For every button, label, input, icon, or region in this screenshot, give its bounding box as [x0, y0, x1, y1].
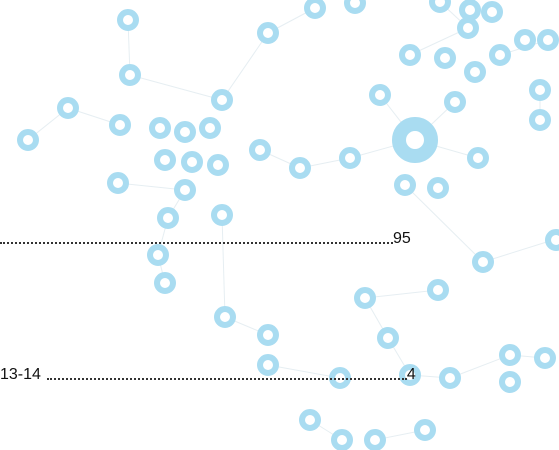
page-number: 4 — [406, 366, 416, 383]
dot-leader — [0, 242, 393, 244]
dot-leader — [46, 378, 407, 380]
nodes — [17, 0, 559, 450]
entry-text: 13-14 — [0, 366, 41, 383]
page-number: 95 — [393, 230, 411, 247]
toc-entry: 95 — [0, 230, 411, 248]
toc-entry: 13-14 4 — [0, 366, 416, 384]
